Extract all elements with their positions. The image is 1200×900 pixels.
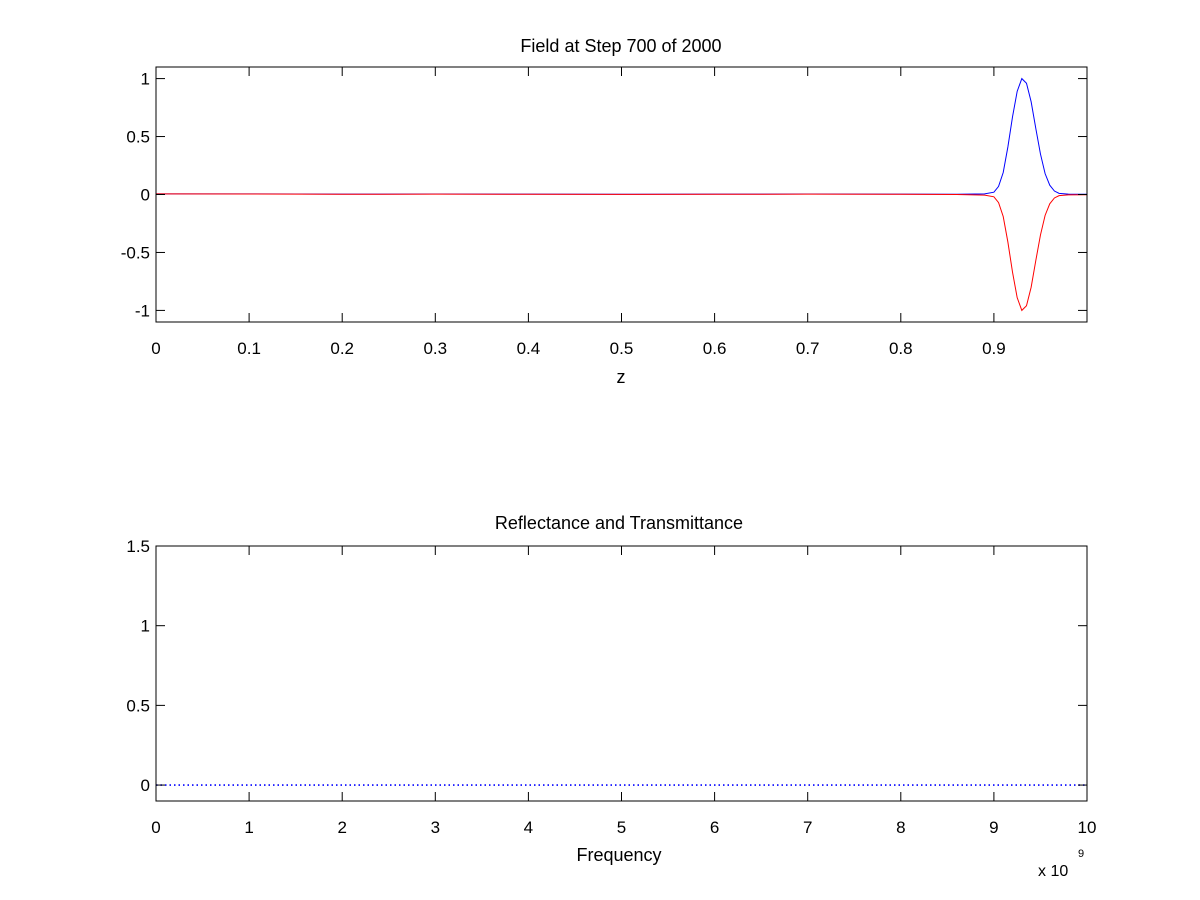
x-exponent-base: x 10 [1038, 863, 1068, 880]
field-xtick-label: 0.4 [517, 339, 541, 358]
field-plot-title: Field at Step 700 of 2000 [520, 36, 721, 56]
reflectance-ytick-label: 1 [141, 617, 150, 636]
field-xtick-label: 0.2 [330, 339, 354, 358]
reflectance-plot: Reflectance and Transmittance 0 1 2 3 4 5 6 7 8 9… [126, 513, 1096, 880]
reflectance-xtick-label: 6 [710, 818, 719, 837]
reflectance-xtick-label: 9 [989, 818, 998, 837]
field-xtick-label: 0.5 [610, 339, 634, 358]
field-plot-xlabel: z [617, 367, 626, 387]
field-plot-series [155, 77, 1088, 312]
reflectance-xtick-label: 5 [617, 818, 626, 837]
field-xtick-label: 0.9 [982, 339, 1006, 358]
field-series-line-0 [156, 77, 1088, 195]
field-xtick-label: 0 [151, 339, 160, 358]
field-plot: Field at Step 700 of 2000 0 0.1 0.2 0.3 0.4 0… [121, 36, 1088, 387]
field-ytick-label: 0.5 [126, 128, 150, 147]
reflectance-xtick-label: 1 [244, 818, 253, 837]
field-ytick-label: -1 [135, 301, 150, 320]
field-ytick-label: -0.5 [121, 243, 150, 262]
field-xtick-label: 0.8 [889, 339, 913, 358]
reflectance-xtick-label: 8 [896, 818, 905, 837]
reflectance-xtick-label: 2 [337, 818, 346, 837]
reflectance-xtick-label: 10 [1078, 818, 1097, 837]
field-xtick-label: 0.3 [423, 339, 447, 358]
reflectance-plot-axes-box [155, 545, 1088, 802]
field-xtick-label: 0.6 [703, 339, 727, 358]
reflectance-ytick-label: 1.5 [126, 537, 150, 556]
reflectance-xtick-label: 3 [431, 818, 440, 837]
reflectance-plot-ticks: 0 1 2 3 4 5 6 7 8 9 10 1.5 1 0.5 0 [126, 537, 1096, 837]
x-exponent-power: 9 [1078, 848, 1084, 860]
field-xtick-label: 0.1 [237, 339, 261, 358]
field-ytick-label: 0 [141, 186, 150, 205]
field-xtick-label: 0.7 [796, 339, 820, 358]
reflectance-ytick-label: 0.5 [126, 696, 150, 715]
reflectance-xtick-label: 0 [151, 818, 160, 837]
field-plot-ticks: 0 0.1 0.2 0.3 0.4 0.5 0.6 0.7 0.8 0.9 1 0.5 0 -0.5 -1 [121, 67, 1087, 358]
reflectance-ytick-label: 0 [141, 776, 150, 795]
reflectance-plot-xlabel: Frequency [576, 845, 661, 865]
reflectance-xtick-label: 4 [524, 818, 533, 837]
reflectance-xtick-label: 7 [803, 818, 812, 837]
field-ytick-label: 1 [141, 70, 150, 89]
field-series-line-1 [155, 193, 1088, 312]
reflectance-plot-title: Reflectance and Transmittance [495, 513, 743, 533]
